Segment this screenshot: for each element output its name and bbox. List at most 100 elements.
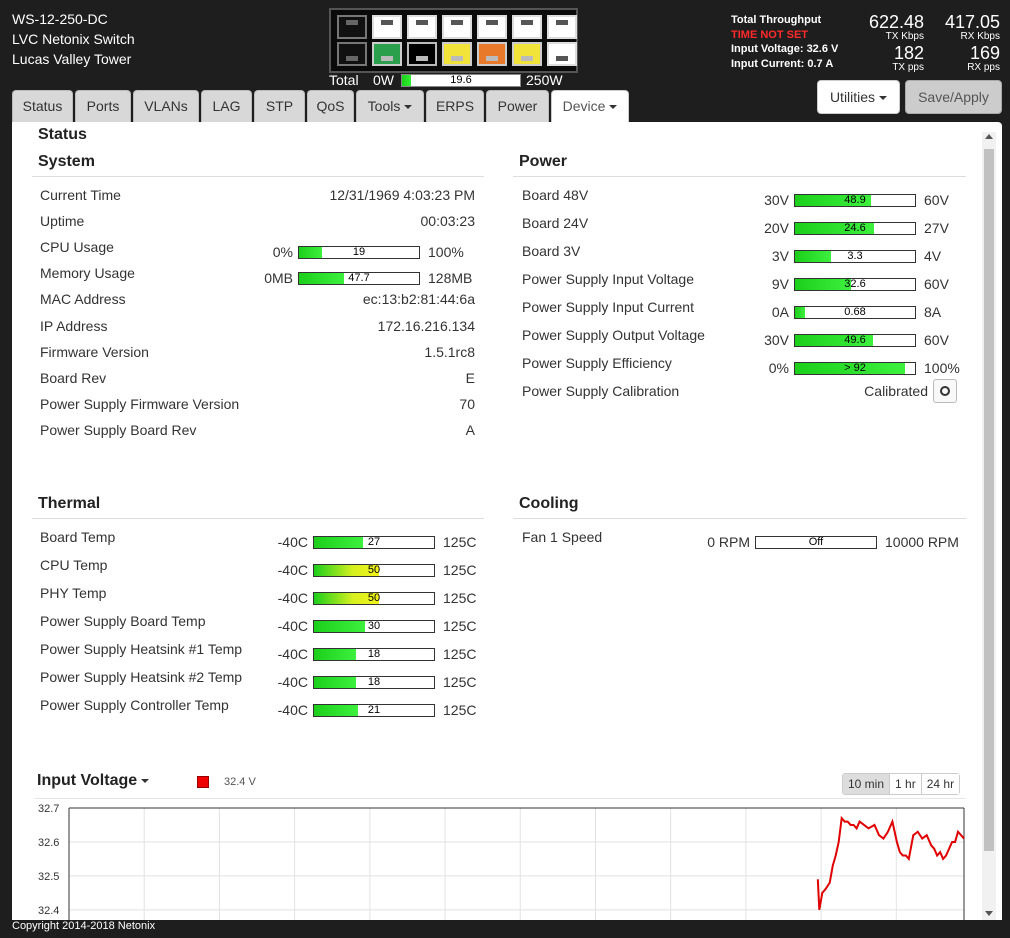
- range-24-hr[interactable]: 24 hr: [921, 774, 960, 794]
- tab-vlans[interactable]: VLANs: [133, 90, 199, 122]
- chart-y-tick-label: 32.4: [38, 905, 59, 917]
- port-jack-icon: [381, 20, 393, 25]
- port-panel: [329, 8, 578, 73]
- cpu-temp-bar: 50: [313, 564, 435, 577]
- power-supply-heatsink-2-temp-max: 125C: [443, 674, 477, 690]
- board-temp-bar: 27: [313, 536, 435, 549]
- power-supply-firmware-version-label: Power Supply Firmware Version: [40, 395, 240, 412]
- ethernet-port-3[interactable]: [407, 15, 437, 39]
- chart-range-selector: 10 min 1 hr 24 hr: [842, 773, 961, 795]
- board-3v-max: 4V: [924, 248, 942, 264]
- phy-temp-bar-value: 50: [367, 592, 381, 604]
- rx-pps-label: RX pps: [967, 62, 1000, 73]
- scrollbar[interactable]: [982, 132, 996, 920]
- ethernet-port-7[interactable]: [547, 15, 577, 39]
- scroll-up-icon[interactable]: [985, 134, 993, 139]
- ethernet-port-6[interactable]: [512, 15, 542, 39]
- ethernet-port-4[interactable]: [442, 15, 472, 39]
- tab-label: VLANs: [144, 98, 188, 114]
- scroll-down-icon[interactable]: [985, 911, 993, 916]
- power-supply-controller-temp-bar-value: 21: [367, 704, 381, 716]
- total-power-max: 250W: [526, 72, 563, 88]
- cpu-temp-bar-fill: [314, 565, 380, 576]
- calibrate-button[interactable]: [933, 379, 957, 403]
- ip-address-value: 172.16.216.134: [377, 317, 475, 334]
- tab-device[interactable]: Device: [551, 90, 629, 123]
- chart-title[interactable]: Input Voltage: [37, 772, 150, 790]
- cpu-usage-bar-fill: [299, 247, 322, 259]
- board-3v-bar-fill: [795, 251, 831, 262]
- tab-power[interactable]: Power: [486, 90, 549, 122]
- power-supply-controller-temp-min: -40C: [277, 702, 308, 718]
- tx-pps-stat: 182 TX pps: [858, 44, 924, 73]
- ethernet-port-9[interactable]: [372, 42, 402, 66]
- power-supply-heatsink-1-temp-bar: 18: [313, 648, 435, 661]
- tab-lag[interactable]: LAG: [201, 90, 252, 122]
- power-supply-heatsink-1-temp-bar-value: 18: [367, 648, 381, 660]
- tab-ports[interactable]: Ports: [75, 90, 131, 122]
- memory-usage-min: 0MB: [264, 270, 293, 287]
- tx-kbps-label: TX Kbps: [885, 31, 924, 42]
- board-48v-max: 60V: [924, 192, 949, 208]
- tab-label: ERPS: [435, 98, 475, 114]
- ethernet-port-5[interactable]: [477, 15, 507, 39]
- board-48v-min: 30V: [764, 192, 789, 208]
- tab-label: Ports: [86, 98, 120, 114]
- ethernet-port-10[interactable]: [407, 42, 437, 66]
- board-3v-bar-value: 3.3: [847, 250, 863, 262]
- power-supply-heatsink-2-temp-min: -40C: [277, 674, 308, 690]
- total-power-label: Total: [329, 72, 359, 88]
- board-temp-bar-fill: [314, 537, 363, 548]
- total-power-min: 0W: [373, 72, 394, 88]
- chart-series-line-0: [816, 815, 965, 910]
- ethernet-port-1[interactable]: [337, 15, 367, 39]
- phy-temp-min: -40C: [277, 590, 308, 606]
- uptime-value: 00:03:23: [420, 213, 476, 230]
- cooling-section-rule: [513, 518, 966, 519]
- power-supply-heatsink-2-temp-bar: 18: [313, 676, 435, 689]
- fan-1-speed-max: 10000 RPM: [885, 534, 959, 550]
- ethernet-port-11[interactable]: [442, 42, 472, 66]
- rx-pps-stat: 169 RX pps: [934, 44, 1000, 73]
- power-supply-board-temp-bar-fill: [314, 621, 365, 632]
- save-apply-button[interactable]: Save/Apply: [905, 80, 1002, 114]
- tab-erps[interactable]: ERPS: [426, 90, 484, 122]
- ethernet-port-12[interactable]: [477, 42, 507, 66]
- scroll-thumb[interactable]: [984, 149, 994, 851]
- power-supply-input-current-bar: 0.68: [794, 306, 916, 319]
- ethernet-port-2[interactable]: [372, 15, 402, 39]
- tab-label: QoS: [316, 98, 345, 114]
- power-supply-controller-temp-label: Power Supply Controller Temp: [40, 697, 229, 713]
- tab-label: Power: [497, 98, 538, 114]
- chevron-down-icon: [141, 778, 150, 783]
- port-jack-icon: [381, 56, 393, 61]
- tab-qos[interactable]: QoS: [307, 90, 354, 122]
- board-24v-bar-value: 24.6: [844, 222, 866, 234]
- tab-tools[interactable]: Tools: [356, 90, 424, 122]
- tab-status[interactable]: Status: [12, 90, 73, 122]
- thermal-section-rule: [32, 518, 484, 519]
- power-supply-calibration-value: Calibrated: [864, 383, 928, 399]
- total-power-value: 19.6: [450, 74, 472, 86]
- port-jack-icon: [486, 20, 498, 25]
- board-3v-bar: 3.3: [794, 250, 916, 263]
- ethernet-port-8[interactable]: [337, 42, 367, 66]
- ethernet-port-14[interactable]: [547, 42, 577, 66]
- firmware-version-label: Firmware Version: [40, 343, 149, 360]
- port-jack-icon: [451, 20, 463, 25]
- board-24v-min: 20V: [764, 220, 789, 236]
- tab-stp[interactable]: STP: [254, 90, 305, 122]
- ethernet-port-13[interactable]: [512, 42, 542, 66]
- power-supply-input-voltage-bar: 32.6: [794, 278, 916, 291]
- range-10-min[interactable]: 10 min: [843, 774, 891, 794]
- utilities-button[interactable]: Utilities: [817, 80, 900, 114]
- current-time-label: Current Time: [40, 187, 121, 203]
- power-supply-controller-temp-bar: 21: [313, 704, 435, 717]
- cpu-temp-bar-value: 50: [367, 564, 381, 576]
- input-voltage-readout: Input Voltage: 32.6 V: [731, 43, 839, 55]
- power-supply-board-temp-bar-value: 30: [367, 620, 381, 632]
- range-1-hr[interactable]: 1 hr: [890, 774, 922, 794]
- memory-usage-bar-value: 47.7: [348, 272, 370, 285]
- fan-1-speed-bar: Off: [755, 536, 877, 549]
- cpu-usage-label: CPU Usage: [40, 239, 114, 256]
